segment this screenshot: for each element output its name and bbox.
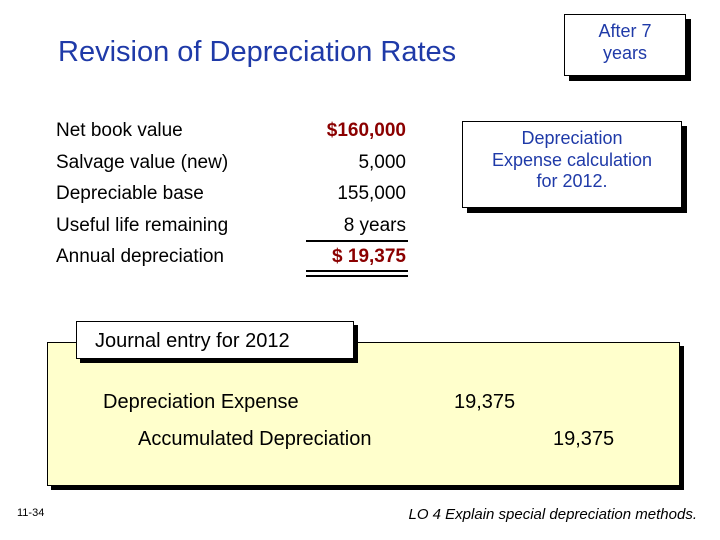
page-title: Revision of Depreciation Rates (58, 36, 457, 68)
credit-account: Accumulated Depreciation (138, 428, 372, 450)
callout-line: years (602, 42, 647, 63)
schedule-label: Depreciable base (56, 183, 204, 204)
subtotal-underline (306, 240, 408, 242)
schedule-values: $160,000 5,000 155,000 8 years $ 19,375 (300, 115, 406, 273)
calculation-note: Depreciation Expense calculation for 201… (462, 121, 682, 208)
page-number: 11-34 (17, 507, 45, 519)
schedule-value: $160,000 (326, 120, 406, 141)
schedule-value: 5,000 (358, 151, 406, 173)
after-years-callout: After 7 years (564, 14, 686, 76)
schedule-label: Net book value (56, 120, 183, 141)
learning-objective: LO 4 Explain special depreciation method… (408, 506, 697, 523)
schedule-value: $ 19,375 (332, 246, 406, 267)
schedule-value: 155,000 (337, 183, 406, 204)
credit-amount: 19,375 (553, 428, 615, 450)
callout-line: After 7 (598, 21, 652, 41)
debit-account: Depreciation Expense (103, 391, 299, 413)
debit-amount: 19,375 (454, 391, 516, 413)
schedule-label: Salvage value (new) (56, 151, 229, 173)
schedule-label: Useful life remaining (56, 214, 229, 236)
schedule-value: 8 years (343, 214, 406, 236)
note-line: for 2012. (536, 171, 608, 192)
schedule-label: Annual depreciation (56, 246, 224, 267)
double-underline-bottom (306, 275, 408, 277)
journal-entry-label: Journal entry for 2012 (76, 321, 354, 359)
note-line: Depreciation (521, 128, 623, 148)
schedule-labels: Net book value Salvage value (new) Depre… (56, 115, 228, 273)
double-underline-top (306, 270, 408, 272)
journal-entry-box (47, 342, 680, 486)
note-line: Expense calculation (491, 149, 653, 170)
